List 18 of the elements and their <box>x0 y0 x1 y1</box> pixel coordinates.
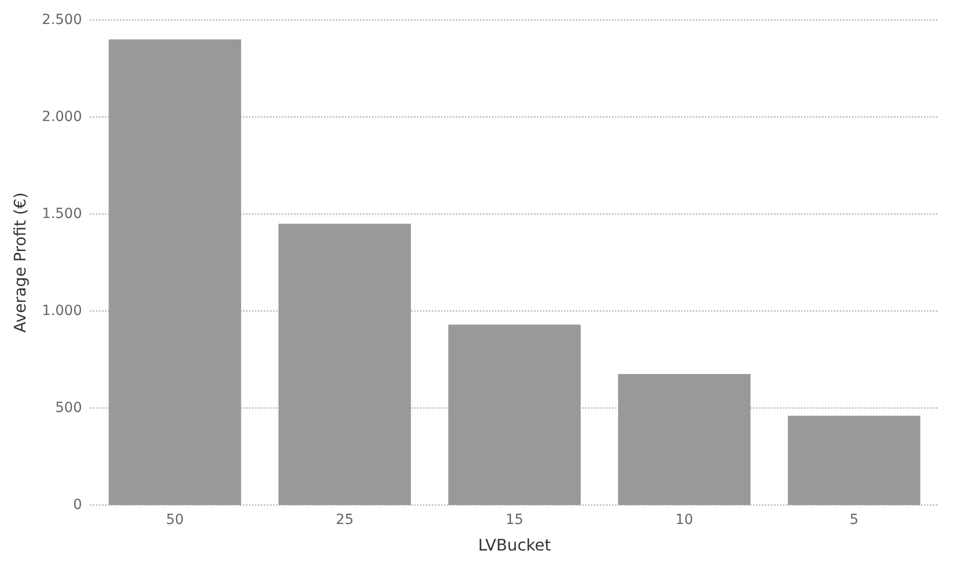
bar <box>278 224 411 505</box>
bar <box>448 324 581 505</box>
x-tick-label: 5 <box>850 512 859 528</box>
y-tick-label: 0 <box>73 497 82 513</box>
x-axis-title: LVBucket <box>478 536 551 554</box>
y-tick-label: 2.000 <box>42 109 82 125</box>
y-tick-label: 500 <box>55 400 82 416</box>
y-tick-label: 1.500 <box>42 206 82 222</box>
y-tick-label: 1.000 <box>42 303 82 319</box>
x-tick-label: 15 <box>506 512 524 528</box>
x-tick-label: 50 <box>166 512 184 528</box>
bar <box>788 416 920 505</box>
bar <box>618 374 751 505</box>
x-tick-label: 10 <box>675 512 694 528</box>
x-tick-label: 25 <box>336 512 354 528</box>
bar <box>108 39 242 505</box>
y-tick-label: 2.500 <box>42 12 82 28</box>
y-axis-title: Average Profit (€) <box>10 192 30 333</box>
